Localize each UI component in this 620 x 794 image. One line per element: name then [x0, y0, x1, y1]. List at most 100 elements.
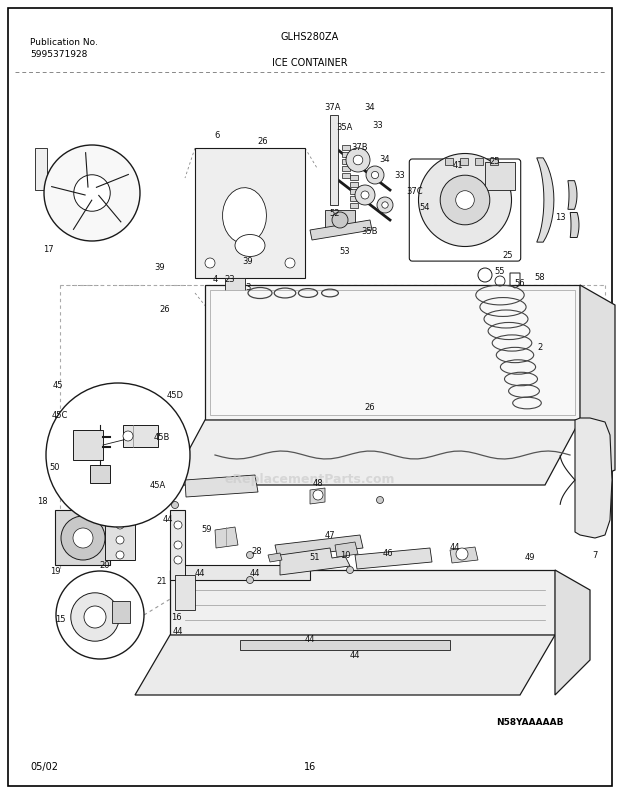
Polygon shape: [123, 425, 158, 447]
Text: Publication No.: Publication No.: [30, 38, 98, 47]
Polygon shape: [460, 158, 468, 165]
Text: 44: 44: [450, 544, 460, 553]
Text: 33: 33: [373, 121, 383, 129]
Text: 44: 44: [250, 569, 260, 577]
Text: 26: 26: [258, 137, 268, 145]
Circle shape: [355, 185, 375, 205]
Text: 7: 7: [592, 550, 598, 560]
Text: 58: 58: [534, 273, 546, 283]
Circle shape: [174, 541, 182, 549]
Text: 16: 16: [170, 614, 181, 622]
Text: 44: 44: [195, 569, 205, 577]
Polygon shape: [568, 181, 577, 210]
Text: 25: 25: [503, 250, 513, 260]
Text: 35B: 35B: [361, 228, 378, 237]
Text: 5995371928: 5995371928: [30, 50, 87, 59]
Polygon shape: [330, 115, 338, 205]
Text: 6: 6: [215, 130, 219, 140]
Text: 17: 17: [43, 245, 53, 255]
Text: 18: 18: [37, 498, 47, 507]
Polygon shape: [342, 166, 350, 171]
Polygon shape: [112, 601, 130, 623]
Circle shape: [371, 172, 379, 179]
Text: 15: 15: [55, 615, 65, 625]
Text: 21: 21: [157, 577, 167, 587]
Text: 37A: 37A: [325, 102, 341, 111]
Polygon shape: [205, 285, 580, 420]
Circle shape: [44, 145, 140, 241]
Text: 35A: 35A: [336, 124, 352, 133]
Circle shape: [247, 576, 254, 584]
Polygon shape: [215, 527, 238, 548]
Circle shape: [174, 556, 182, 564]
Circle shape: [205, 258, 215, 268]
Text: 37C: 37C: [407, 187, 423, 196]
Text: 45B: 45B: [154, 434, 170, 442]
Polygon shape: [355, 548, 432, 569]
Circle shape: [61, 516, 105, 560]
Circle shape: [456, 191, 474, 210]
Polygon shape: [195, 148, 305, 278]
Polygon shape: [73, 430, 103, 460]
Circle shape: [382, 202, 388, 208]
Circle shape: [347, 566, 353, 573]
Polygon shape: [35, 148, 47, 190]
Polygon shape: [223, 187, 267, 244]
Polygon shape: [537, 158, 554, 242]
Polygon shape: [325, 210, 355, 230]
Circle shape: [73, 528, 93, 548]
Text: 47: 47: [325, 530, 335, 539]
Text: 51: 51: [310, 553, 321, 562]
Text: 45D: 45D: [167, 391, 184, 399]
Text: 34: 34: [379, 156, 391, 164]
Polygon shape: [310, 488, 325, 504]
Text: 59: 59: [202, 526, 212, 534]
Polygon shape: [580, 285, 615, 485]
Circle shape: [71, 593, 119, 642]
Polygon shape: [170, 510, 310, 580]
Text: 39: 39: [154, 264, 166, 272]
Circle shape: [440, 175, 490, 225]
Text: 4: 4: [213, 276, 218, 284]
Circle shape: [346, 148, 370, 172]
Polygon shape: [185, 475, 258, 497]
Text: 39: 39: [242, 257, 254, 267]
Text: 45A: 45A: [150, 480, 166, 489]
Polygon shape: [50, 188, 78, 200]
Text: 20: 20: [100, 561, 110, 569]
Text: GLHS280ZA: GLHS280ZA: [281, 32, 339, 42]
Circle shape: [361, 191, 369, 199]
Circle shape: [123, 431, 133, 441]
Text: 44: 44: [173, 627, 184, 637]
Circle shape: [366, 166, 384, 184]
Polygon shape: [105, 515, 135, 560]
Text: 19: 19: [50, 568, 60, 576]
Circle shape: [116, 551, 124, 559]
Text: 50: 50: [50, 462, 60, 472]
Text: 05/02: 05/02: [30, 762, 58, 772]
Polygon shape: [450, 547, 478, 563]
Circle shape: [56, 571, 144, 659]
Polygon shape: [342, 145, 350, 150]
Text: 13: 13: [555, 214, 565, 222]
Text: 23: 23: [224, 276, 236, 284]
Polygon shape: [342, 152, 350, 157]
Text: 16: 16: [304, 762, 316, 772]
Polygon shape: [225, 278, 245, 293]
Circle shape: [174, 521, 182, 529]
Circle shape: [353, 155, 363, 165]
Text: 26: 26: [365, 403, 375, 413]
Text: 2: 2: [538, 344, 542, 353]
Text: eReplacementParts.com: eReplacementParts.com: [224, 473, 396, 487]
Text: 44: 44: [350, 650, 360, 660]
Polygon shape: [445, 158, 453, 165]
Text: 34: 34: [365, 102, 375, 111]
Polygon shape: [350, 196, 358, 201]
Text: 55: 55: [495, 268, 505, 276]
Polygon shape: [55, 510, 110, 565]
Text: 53: 53: [340, 248, 350, 256]
Polygon shape: [335, 542, 358, 557]
Text: 44: 44: [162, 515, 173, 525]
Text: 46: 46: [383, 549, 393, 558]
Polygon shape: [350, 203, 358, 208]
